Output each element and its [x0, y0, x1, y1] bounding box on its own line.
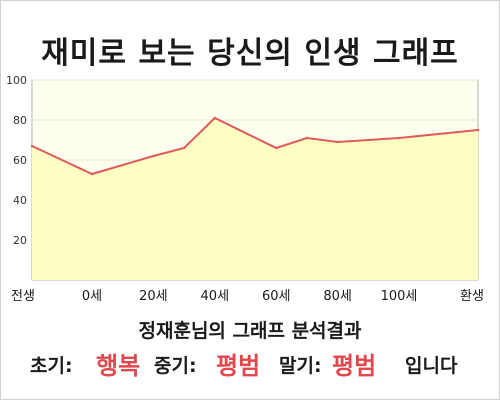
early-label: 초기:	[30, 355, 73, 377]
page-title: 재미로 보는 당신의 인생 그래프	[41, 36, 459, 71]
x-tick-label: 0세	[82, 289, 102, 304]
y-tick-label: 40	[13, 194, 27, 207]
data-point	[476, 128, 480, 132]
middle-label: 중기:	[154, 355, 197, 377]
x-tick-label: 전생	[11, 289, 35, 304]
x-tick-label: 100세	[381, 289, 418, 304]
data-point	[152, 154, 155, 158]
y-tick-label: 60	[13, 154, 27, 167]
data-point	[305, 136, 309, 140]
x-tick-label: 80세	[323, 289, 352, 304]
series-line	[31, 116, 479, 176]
x-tick-label: 20세	[139, 289, 168, 304]
data-point	[213, 116, 216, 120]
data-point	[182, 146, 186, 150]
x-tick-label: 60세	[262, 289, 291, 304]
x-axis: 전생 0세 20세 40세 60세 80세 100세 환생	[11, 289, 484, 304]
early-value: 행복	[96, 352, 141, 380]
ending-text: 입니다	[405, 355, 458, 377]
late-label: 말기:	[279, 355, 322, 377]
data-point	[90, 172, 94, 176]
data-point	[275, 146, 278, 150]
data-point	[30, 144, 34, 148]
data-point	[336, 140, 339, 144]
x-tick-label: 40세	[201, 289, 230, 304]
life-graph-chart: 20 40 60 80 100 전생 0세 20세 40세 60세 80세 100세 환생	[6, 74, 484, 304]
summary-line: 초기: 행복 중기: 평범 말기: 평범 입니다	[0, 344, 500, 384]
data-point	[397, 136, 401, 140]
y-tick-label: 100	[6, 74, 27, 87]
late-value: 평범	[332, 352, 377, 380]
y-axis: 20 40 60 80 100	[6, 74, 27, 247]
y-tick-label: 20	[13, 234, 27, 247]
area-fill	[32, 118, 478, 280]
result-title: 정재훈님의 그래프 분석결과	[138, 320, 362, 342]
x-tick-label: 환생	[460, 289, 484, 304]
middle-value: 평범	[216, 352, 261, 380]
y-tick-label: 80	[13, 114, 27, 127]
